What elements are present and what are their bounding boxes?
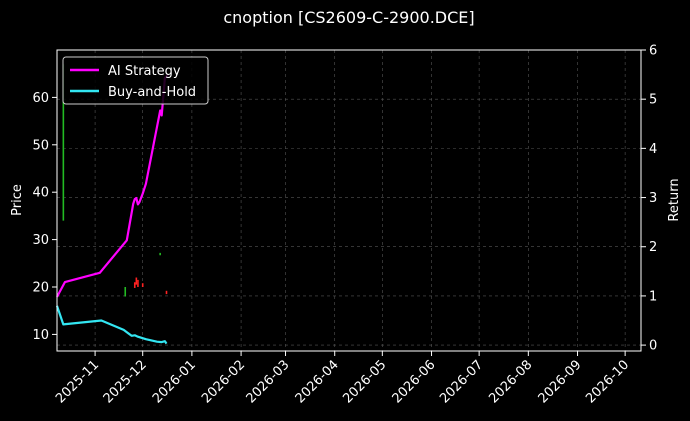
y-tick-label-left: 40 <box>32 186 49 201</box>
series-lines <box>55 73 169 345</box>
x-tick-label: 2026-08 <box>486 357 535 406</box>
y-tick-label-left: 60 <box>32 91 49 106</box>
x-tick-label: 2026-05 <box>340 357 389 406</box>
legend-label-buy-and-hold: Buy-and-Hold <box>108 85 196 100</box>
series-line-ai-strategy <box>56 73 169 298</box>
y-axis-title-right: Return <box>667 178 682 221</box>
y-tick-label-right: 0 <box>649 339 657 354</box>
legend-label-ai-strategy: AI Strategy <box>108 64 181 79</box>
x-tick-label: 2026-01 <box>150 357 199 406</box>
y-tick-label-left: 50 <box>32 138 49 153</box>
y-tick-label-right: 5 <box>649 93 657 108</box>
y-tick-label-left: 20 <box>32 281 49 296</box>
y-axis-left: 10 20 30 40 50 60 <box>32 91 57 343</box>
y-tick-label-right: 2 <box>649 240 657 255</box>
y-tick-label-left: 10 <box>32 328 49 343</box>
x-tick-label: 2025-11 <box>53 357 102 406</box>
series-line-buy-and-hold <box>55 305 168 345</box>
y-tick-label-right: 3 <box>649 191 657 206</box>
legend-box <box>62 56 209 105</box>
x-tick-label: 2025-12 <box>101 357 150 406</box>
chart-title: cnoption [CS2609-C-2900.DCE] <box>223 8 474 27</box>
x-tick-label: 2026-03 <box>244 357 293 406</box>
y-axis-right: 0 1 2 3 4 5 6 <box>641 44 657 354</box>
x-tick-label: 2026-04 <box>293 357 342 406</box>
y-tick-label-right: 1 <box>649 289 657 304</box>
x-tick-label: 2026-07 <box>437 357 486 406</box>
y-tick-label-right: 6 <box>649 44 657 59</box>
y-tick-label-right: 4 <box>649 142 657 157</box>
x-tick-label: 2026-02 <box>199 357 248 406</box>
y-axis-title-left: Price <box>10 184 25 216</box>
x-tick-label: 2026-09 <box>536 357 585 406</box>
legend: AI Strategy Buy-and-Hold <box>62 56 209 105</box>
plot-frame <box>56 49 642 352</box>
x-tick-label: 2026-06 <box>390 357 439 406</box>
y-tick-label-left: 30 <box>32 233 49 248</box>
x-tick-label: 2026-10 <box>583 357 632 406</box>
